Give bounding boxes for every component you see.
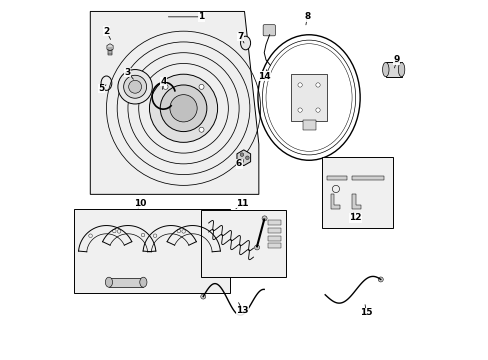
- Text: 9: 9: [393, 55, 399, 64]
- Ellipse shape: [382, 62, 388, 77]
- Circle shape: [297, 83, 302, 87]
- Bar: [267, 243, 281, 248]
- Text: 5: 5: [98, 84, 104, 93]
- Bar: [302, 120, 315, 130]
- Circle shape: [245, 156, 249, 159]
- Text: 12: 12: [349, 213, 361, 222]
- Text: 15: 15: [360, 308, 372, 317]
- Ellipse shape: [398, 62, 404, 77]
- Circle shape: [315, 83, 320, 87]
- Circle shape: [163, 84, 168, 89]
- Polygon shape: [330, 194, 339, 209]
- Circle shape: [160, 85, 206, 132]
- Polygon shape: [90, 12, 258, 194]
- Circle shape: [262, 216, 266, 221]
- Circle shape: [240, 159, 244, 163]
- Text: 7: 7: [237, 32, 244, 41]
- Bar: [321, 157, 392, 228]
- Text: 2: 2: [103, 27, 109, 36]
- Circle shape: [199, 84, 203, 89]
- Circle shape: [169, 95, 197, 122]
- Bar: [267, 220, 281, 225]
- Text: 14: 14: [257, 72, 270, 81]
- Text: 3: 3: [124, 68, 131, 77]
- Bar: [351, 176, 384, 180]
- Circle shape: [315, 108, 320, 112]
- Text: 10: 10: [134, 199, 146, 208]
- Polygon shape: [107, 44, 113, 51]
- Circle shape: [199, 127, 203, 132]
- Text: 1: 1: [198, 12, 204, 21]
- Text: 8: 8: [304, 12, 310, 21]
- Bar: [267, 235, 281, 240]
- Circle shape: [297, 108, 302, 112]
- Bar: [109, 278, 143, 287]
- Text: 4: 4: [160, 77, 167, 86]
- Circle shape: [149, 74, 217, 142]
- Polygon shape: [237, 150, 250, 166]
- Ellipse shape: [140, 277, 147, 287]
- Bar: [201, 211, 285, 277]
- Bar: [267, 228, 281, 233]
- Circle shape: [201, 294, 205, 299]
- Circle shape: [254, 245, 259, 250]
- Text: 13: 13: [236, 306, 248, 315]
- Circle shape: [128, 80, 142, 93]
- Bar: [385, 62, 401, 77]
- Circle shape: [378, 277, 383, 282]
- Polygon shape: [351, 194, 360, 209]
- FancyBboxPatch shape: [263, 25, 275, 36]
- Text: 6: 6: [236, 159, 242, 168]
- Text: 11: 11: [236, 199, 248, 208]
- Circle shape: [118, 69, 152, 104]
- Bar: [108, 47, 112, 55]
- Bar: [326, 176, 346, 180]
- Ellipse shape: [105, 277, 112, 287]
- Circle shape: [240, 153, 244, 157]
- Bar: [74, 209, 230, 293]
- Bar: [290, 74, 326, 121]
- Ellipse shape: [240, 36, 250, 50]
- Circle shape: [123, 75, 146, 98]
